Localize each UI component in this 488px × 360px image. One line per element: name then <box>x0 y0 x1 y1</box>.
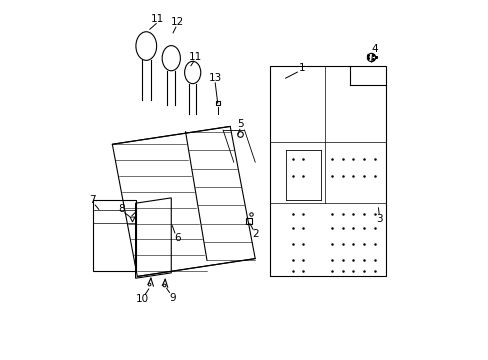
Text: 10: 10 <box>135 294 148 304</box>
Text: 6: 6 <box>174 233 180 243</box>
Text: 12: 12 <box>171 17 184 27</box>
Text: 7: 7 <box>88 195 95 205</box>
Text: 11: 11 <box>150 14 163 23</box>
Text: 2: 2 <box>252 229 259 239</box>
Text: 1: 1 <box>298 63 305 73</box>
Text: 3: 3 <box>375 214 382 224</box>
Text: 11: 11 <box>188 52 202 62</box>
Text: 8: 8 <box>118 203 124 213</box>
Text: 9: 9 <box>169 293 175 303</box>
Text: 4: 4 <box>371 44 377 54</box>
Text: 13: 13 <box>208 73 222 83</box>
Text: 5: 5 <box>237 119 244 129</box>
